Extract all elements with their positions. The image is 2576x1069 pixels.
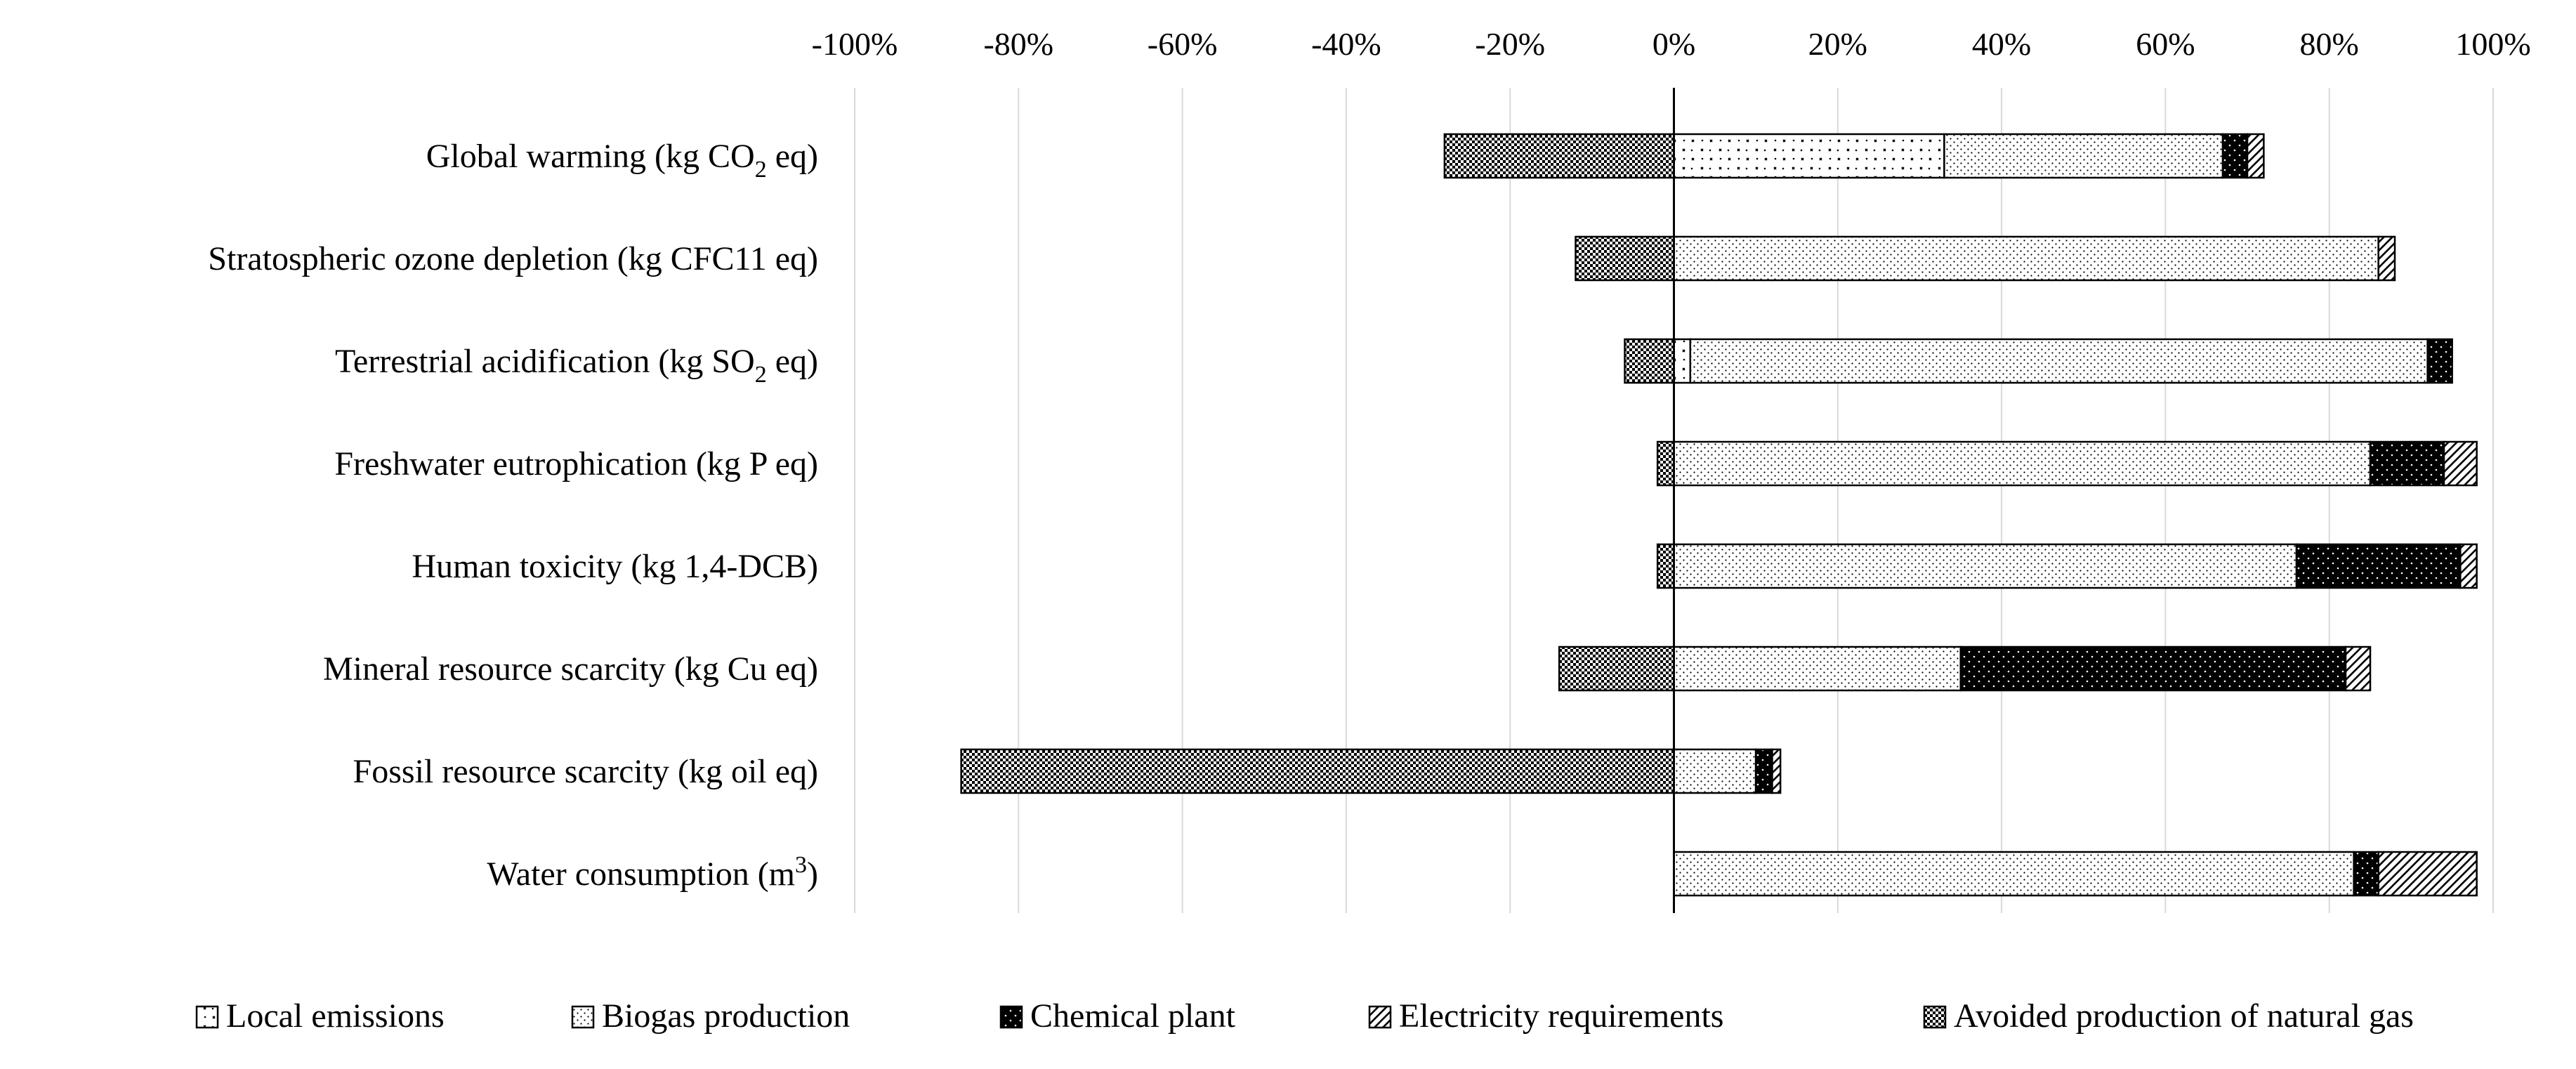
bar-avoided [1624,338,1675,384]
x-tick-label: -20% [1475,26,1545,62]
x-tick-label: 20% [1808,26,1867,62]
bar-biogas [1943,133,2224,179]
category-label: Fossil resource scarcity (kg oil eq) [353,753,818,790]
bar-local [1673,133,1945,179]
legend-swatch-biogas [571,1005,595,1029]
x-tick-label: -40% [1311,26,1381,62]
bars [960,133,2478,897]
bar-avoided [1443,133,1675,179]
bar-biogas [1673,645,1962,692]
legend-label: Electricity requirements [1399,997,1723,1035]
category-label: Global warming (kg CO2 eq) [426,138,818,183]
bar-biogas [1673,748,1757,794]
category-label: Terrestrial acidification (kg SO2 eq) [335,343,818,388]
category-label: Human toxicity (kg 1,4-DCB) [412,548,818,585]
bar-electricity [2443,440,2478,487]
bar-chemical [2426,338,2453,384]
bar-chemical [2221,133,2249,179]
x-axis-ticks: -100% -80% -60% -40% -20% 0% 20% 40% 60% 80% 100% [812,26,2531,62]
bar-electricity [1771,748,1782,794]
legend-label: Chemical plant [1030,997,1236,1035]
bar-biogas [1673,851,2355,897]
bar-biogas [1689,338,2429,384]
legend: Local emissions Biogas production Chemical… [195,997,2414,1035]
bar-biogas [1673,235,2379,282]
category-label: Stratospheric ozone depletion (kg CFC11 … [208,240,818,277]
bar-chemical [2295,543,2462,589]
bar-chemical [1959,645,2347,692]
x-tick-label: -100% [812,26,898,62]
legend-swatch-chemical [999,1005,1023,1029]
legend-swatch-avoided [1923,1005,1947,1029]
legend-label: Biogas production [602,997,850,1035]
x-tick-label: 80% [2300,26,2359,62]
bar-biogas [1673,543,2298,589]
bar-avoided [1558,645,1675,692]
bar-biogas [1673,440,2372,487]
x-tick-label: 60% [2136,26,2195,62]
bar-electricity [2246,133,2265,179]
legend-swatch-local [195,1005,219,1029]
bar-chemical [1754,748,1773,794]
x-tick-label: 100% [2455,26,2530,62]
x-tick-label: -80% [983,26,1053,62]
category-label: Freshwater eutrophication (kg P eq) [334,445,818,483]
legend-label: Local emissions [226,997,445,1035]
legend-swatch-electricity [1368,1005,1392,1029]
bar-chemical [2353,851,2379,897]
legend-label: Avoided production of natural gas [1954,997,2414,1035]
bar-electricity [2344,645,2372,692]
bar-avoided [1656,543,1675,589]
bar-avoided [1656,440,1675,487]
bar-avoided [960,748,1675,794]
category-label: Water consumption (m3) [487,852,818,893]
category-labels: Global warming (kg CO2 eq) Stratospheric … [208,138,818,893]
bar-electricity [2459,543,2478,589]
bar-local [1673,338,1692,384]
bar-chemical [2369,440,2445,487]
x-tick-label: -60% [1148,26,1218,62]
x-tick-label: 40% [1972,26,2031,62]
category-label: Mineral resource scarcity (kg Cu eq) [323,650,818,688]
bar-electricity [2377,235,2396,282]
x-tick-label: 0% [1652,26,1695,62]
bar-electricity [2377,851,2478,897]
gridlines [854,88,2494,913]
bar-avoided [1575,235,1675,282]
